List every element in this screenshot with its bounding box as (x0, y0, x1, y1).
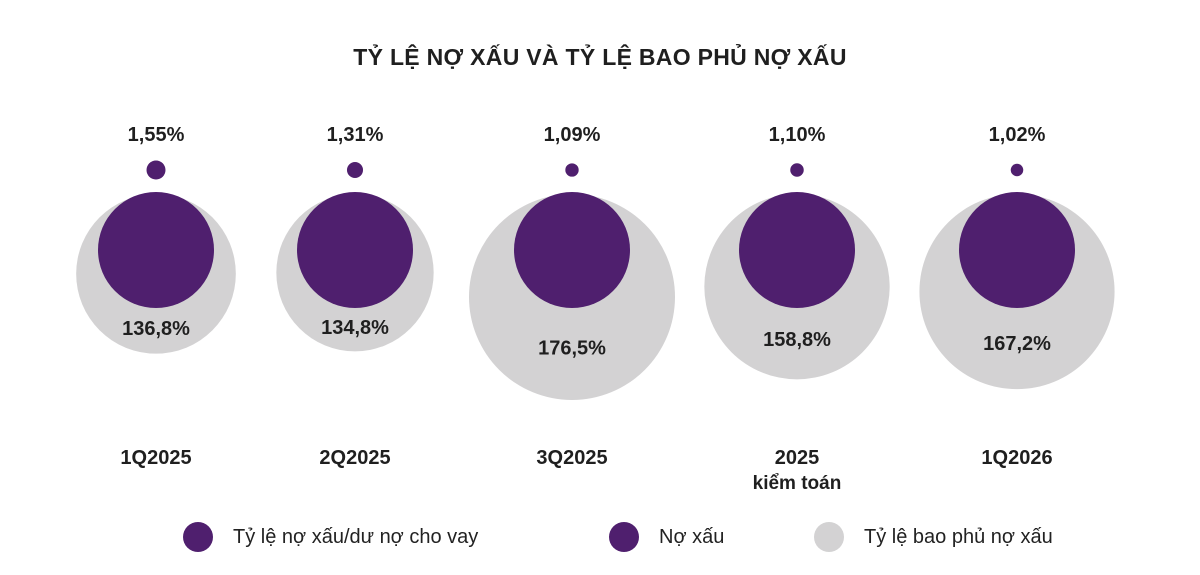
chart-title: TỶ LỆ NỢ XẤU VÀ TỶ LỆ BAO PHỦ NỢ XẤU (353, 44, 847, 70)
npl-ratio-dot (146, 160, 166, 180)
npl-ratio-label: 1,31% (327, 124, 384, 146)
legend: Tỷ lệ nợ xấu/dư nợ cho vay Nợ xấu Tỷ lệ … (0, 522, 1200, 558)
npl-ratio-label: 1,10% (769, 124, 826, 146)
npl-ratio-label: 1,09% (544, 124, 601, 146)
category-label: 3Q2025 (536, 447, 607, 469)
legend-label-npl-ratio: Tỷ lệ nợ xấu/dư nợ cho vay (233, 525, 479, 548)
legend-item-npl: Nợ xấu (609, 522, 724, 552)
category-group: 1,55% 136,8% 1Q2025 (76, 124, 236, 469)
coverage-label: 176,5% (538, 338, 606, 360)
npl-ratio-label: 1,02% (989, 124, 1046, 146)
legend-swatch-npl (609, 522, 639, 552)
coverage-label: 167,2% (983, 333, 1051, 355)
legend-label-npl: Nợ xấu (659, 525, 725, 548)
npl-bubble (514, 192, 630, 308)
category-label: 1Q2026 (981, 447, 1052, 469)
category-label: 2Q2025 (319, 447, 390, 469)
coverage-label: 158,8% (763, 329, 831, 351)
category-group: 1,02% 167,2% 1Q2026 (919, 124, 1115, 469)
npl-ratio-dot (1010, 163, 1024, 177)
category-group: 1,10% 158,8% 2025 kiểm toán (704, 124, 890, 494)
coverage-label: 134,8% (321, 317, 389, 339)
npl-ratio-dot (790, 163, 804, 177)
legend-swatch-npl-ratio (183, 522, 213, 552)
npl-bubble (297, 192, 413, 308)
coverage-label: 136,8% (122, 318, 190, 340)
legend-item-npl-ratio: Tỷ lệ nợ xấu/dư nợ cho vay (183, 522, 478, 552)
npl-bubble (739, 192, 855, 308)
npl-ratio-label: 1,55% (128, 124, 185, 146)
category-label: 2025 (775, 447, 820, 469)
npl-ratio-dot (565, 163, 579, 177)
npl-ratio-dot (346, 161, 364, 179)
category-label: 1Q2025 (120, 447, 191, 469)
npl-bubble (959, 192, 1075, 308)
npl-bubble (98, 192, 214, 308)
legend-swatch-coverage (814, 522, 844, 552)
legend-item-coverage: Tỷ lệ bao phủ nợ xấu (814, 522, 1053, 552)
category-sublabel: kiểm toán (753, 473, 842, 494)
legend-label-coverage: Tỷ lệ bao phủ nợ xấu (864, 525, 1053, 548)
category-group: 1,31% 134,8% 2Q2025 (276, 124, 434, 469)
category-group: 1,09% 176,5% 3Q2025 (469, 124, 675, 469)
